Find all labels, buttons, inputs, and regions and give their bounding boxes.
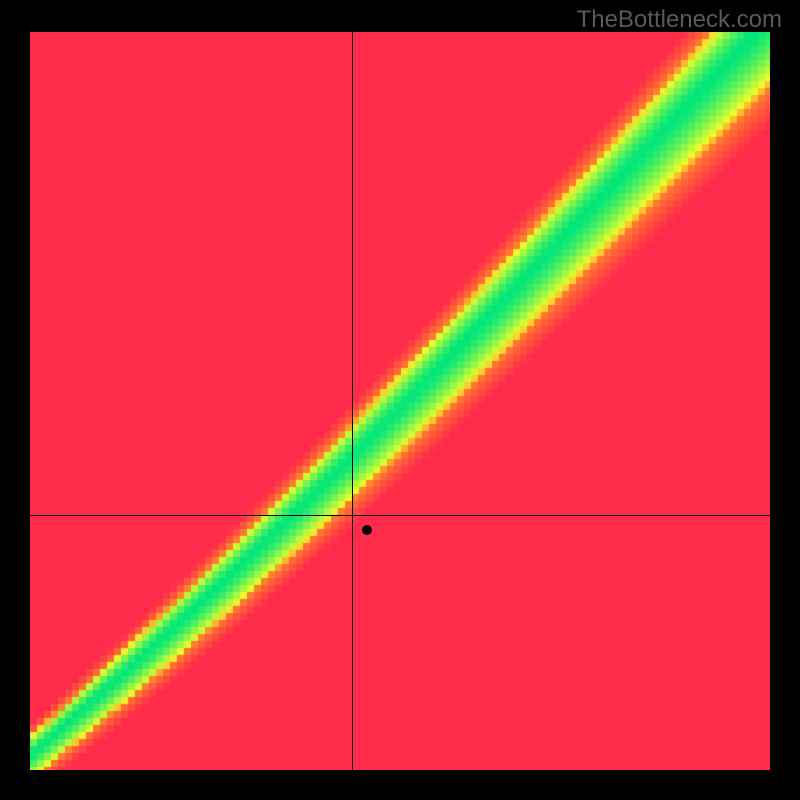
crosshair-vertical [352,32,353,770]
watermark-text: TheBottleneck.com [577,6,782,34]
heatmap-canvas [30,32,770,770]
marker-dot [362,525,372,535]
chart-container: TheBottleneck.com [0,0,800,800]
crosshair-horizontal [30,515,770,516]
plot-area [30,32,770,770]
